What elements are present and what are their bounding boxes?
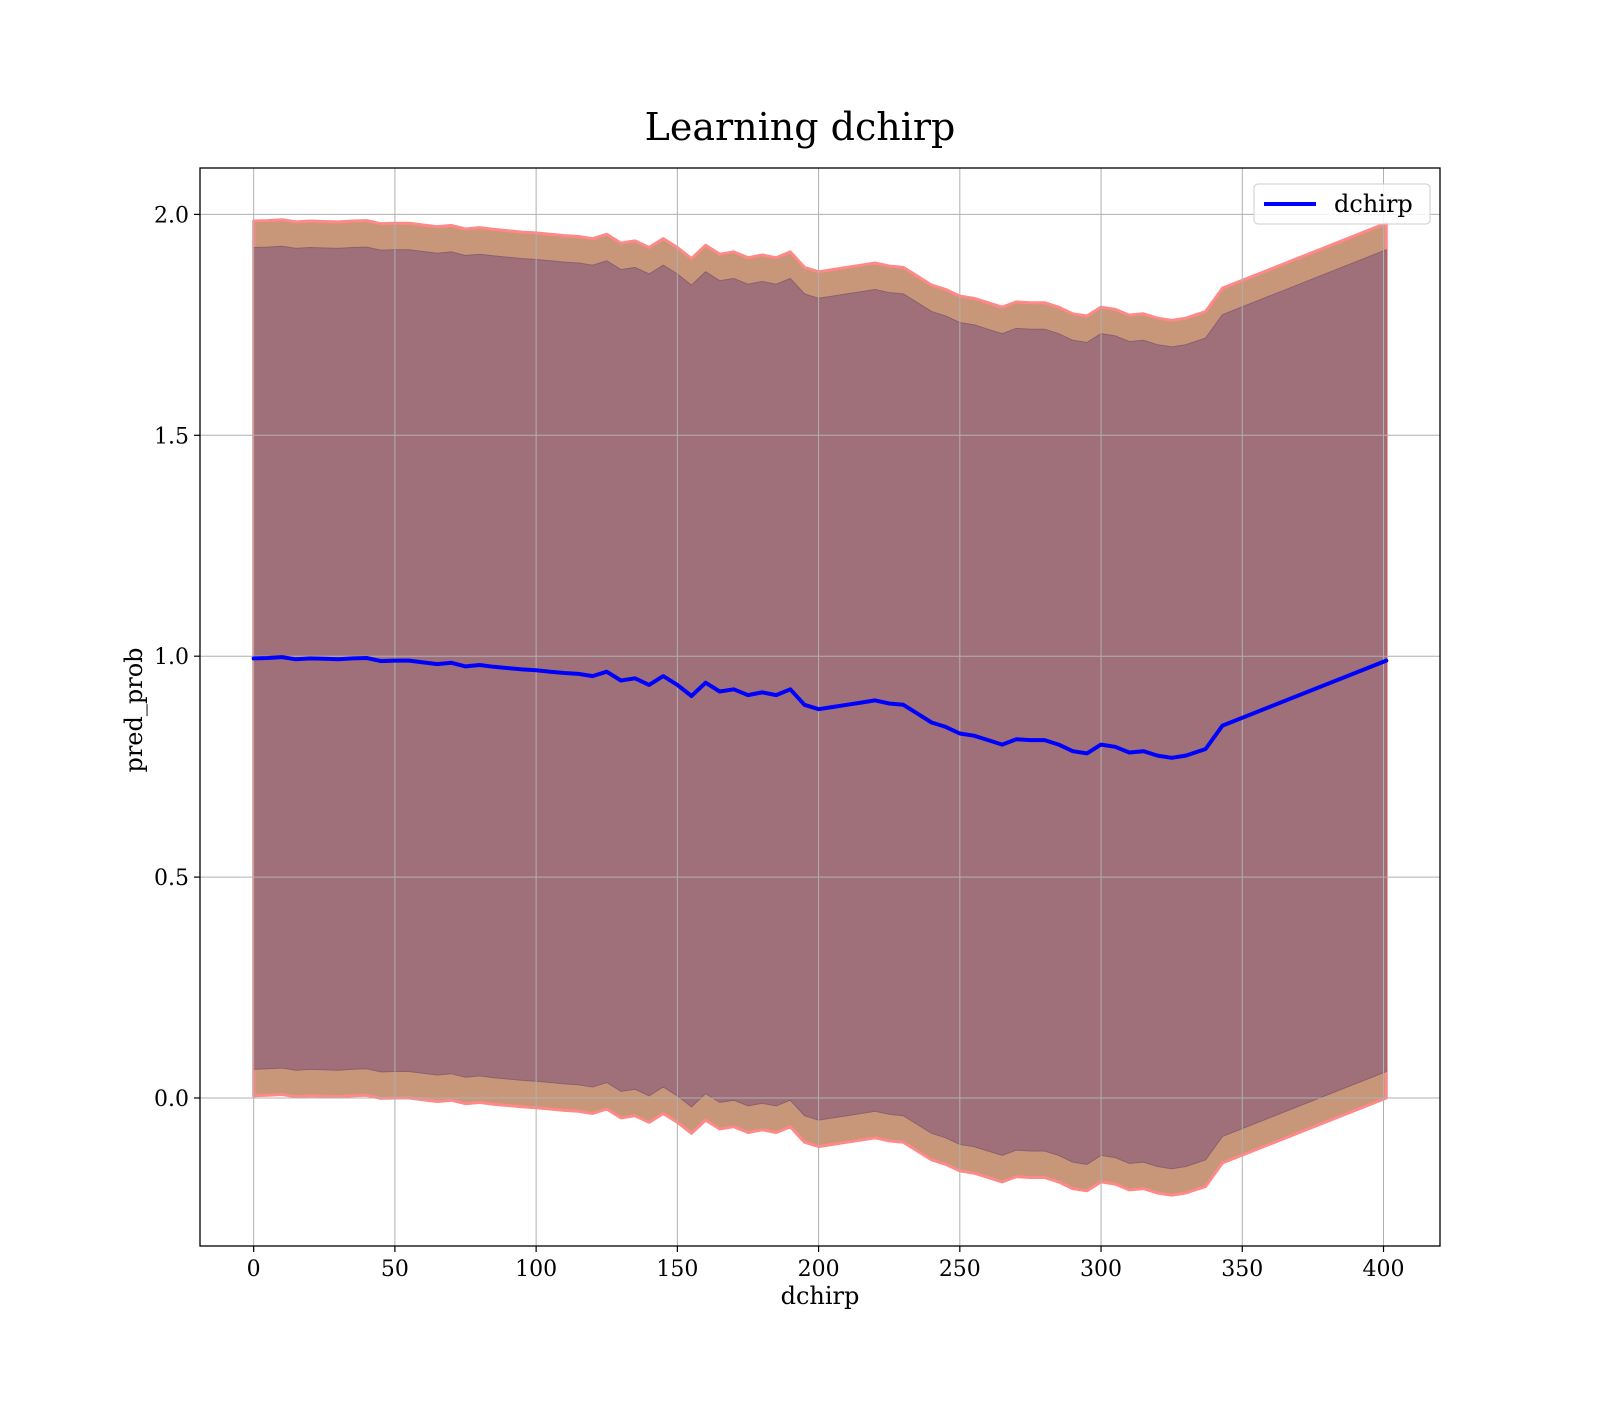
- x-tick-label-0: 0: [247, 1257, 261, 1282]
- x-tick-label-6: 300: [1080, 1257, 1122, 1282]
- plot-area: 0 50 100 150 200 250 300 350 400 0.0 0.5 1.0 1.5 2.0 d…: [154, 167, 1441, 1282]
- y-tick-label-0: 0.0: [154, 1087, 189, 1112]
- y-tick-label-1: 0.5: [154, 866, 189, 891]
- x-tick-label-2: 100: [515, 1257, 557, 1282]
- y-axis-title: pred_prob: [120, 647, 148, 772]
- legend-box: [1253, 183, 1431, 225]
- axes-frame: [199, 167, 1441, 1247]
- x-tick-label-7: 350: [1221, 1257, 1263, 1282]
- x-tick-label-4: 200: [798, 1257, 840, 1282]
- y-tick-label-3: 1.5: [154, 424, 189, 449]
- chart-title: Learning dchirp: [645, 105, 956, 149]
- series-line-dchirp: [251, 655, 1389, 760]
- x-tick-label-1: 50: [381, 1257, 409, 1282]
- legend-label-dchirp: dchirp: [1334, 190, 1413, 218]
- x-tick-label-3: 150: [656, 1257, 698, 1282]
- y-tick-label-2: 1.0: [154, 645, 189, 670]
- x-tick-label-5: 250: [939, 1257, 981, 1282]
- y-tick-label-4: 2.0: [154, 203, 189, 228]
- x-axis-title: dchirp: [781, 1282, 860, 1310]
- x-tick-label-8: 400: [1363, 1257, 1405, 1282]
